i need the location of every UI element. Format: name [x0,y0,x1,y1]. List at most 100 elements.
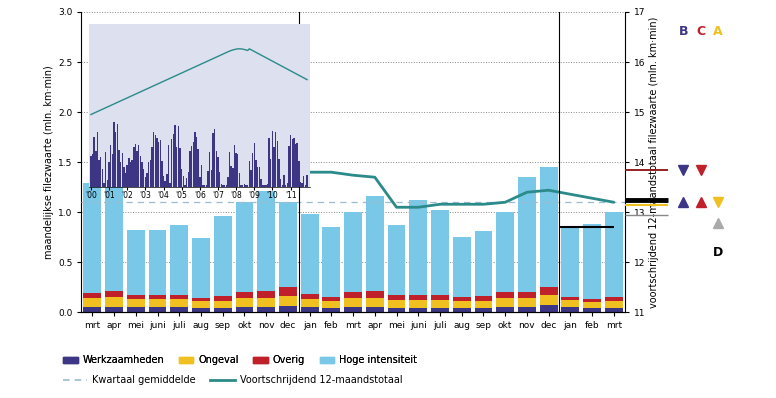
Bar [366,298,383,307]
Bar [388,295,405,300]
Bar [453,237,470,297]
Bar [285,185,286,187]
Bar [388,300,405,308]
Bar [206,185,207,187]
Bar [214,216,231,297]
Bar [254,144,255,187]
Text: D: D [713,246,723,259]
Bar [189,151,191,187]
Bar [272,131,273,187]
Bar [201,165,203,187]
Bar [497,307,514,312]
Bar [209,152,210,187]
Bar [252,153,253,187]
Bar [141,162,143,187]
Bar [270,159,272,187]
Bar [137,151,138,187]
Bar [431,210,449,295]
Bar [173,134,174,187]
Bar [106,307,123,312]
Bar [192,298,210,301]
Bar [234,145,235,187]
Bar [267,184,268,187]
Bar [210,170,212,187]
Bar [160,140,161,187]
Bar [112,154,113,187]
Bar [106,291,123,297]
Bar [102,169,103,187]
Bar [584,302,601,308]
Bar [388,308,405,312]
Bar [431,300,449,308]
Bar [135,144,136,187]
Bar [214,297,231,301]
Bar [182,176,184,187]
Bar [268,138,270,187]
Bar [123,167,125,187]
Bar [171,299,188,307]
Bar [122,152,123,187]
Bar [258,167,260,187]
Bar [95,151,96,187]
Bar [158,142,159,187]
Bar [118,150,120,187]
Bar [236,293,253,298]
Bar [237,154,238,187]
Bar [181,169,182,187]
Bar [410,200,427,295]
Bar [168,145,169,187]
Bar [175,125,176,187]
Bar [475,297,492,301]
Bar [562,227,579,297]
Bar [203,185,204,187]
Bar [115,132,116,187]
Bar [431,295,449,300]
Bar [475,231,492,297]
Bar [241,185,242,187]
Bar [149,307,166,312]
Bar [323,301,340,308]
Bar [475,308,492,312]
Bar [84,298,101,307]
Bar [497,298,514,307]
Bar [165,181,166,187]
Bar [230,166,232,187]
Bar [106,186,123,291]
Bar [199,177,200,187]
Bar [106,180,108,187]
Bar [223,185,225,187]
Bar [188,172,189,187]
Bar [323,297,340,301]
Bar [410,300,427,308]
Bar [366,307,383,312]
Bar [219,172,220,187]
Bar [518,293,535,298]
Bar [216,151,217,187]
Bar [300,181,301,187]
Bar [258,291,275,298]
Bar [113,122,115,187]
Bar [163,176,165,187]
Bar [214,129,216,187]
Bar [295,144,296,187]
Bar [99,160,100,187]
Bar [90,156,92,187]
Bar [257,167,258,187]
Text: B: B [678,25,688,39]
Bar [540,287,557,295]
Bar [144,177,146,187]
Bar [410,295,427,300]
Bar [431,308,449,312]
Bar [186,178,187,187]
Bar [518,298,535,307]
Bar [293,138,295,187]
Bar [258,307,275,312]
Bar [149,299,166,307]
Bar [140,156,141,187]
Bar [584,308,601,312]
Bar [226,185,227,187]
Bar [92,154,93,187]
Bar [236,307,253,312]
Bar [301,214,318,295]
Legend: Kwartaal gemiddelde, Voortschrijdend 12-maandstotaal: Kwartaal gemiddelde, Voortschrijdend 12-… [59,371,406,389]
